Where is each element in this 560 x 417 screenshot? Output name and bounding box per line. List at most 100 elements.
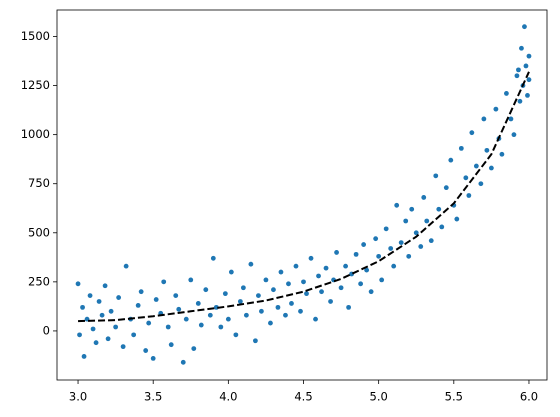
- point: [123, 263, 129, 269]
- point: [484, 147, 490, 153]
- point: [358, 281, 364, 287]
- point: [222, 291, 228, 297]
- point: [439, 224, 445, 230]
- point: [176, 306, 182, 312]
- point: [334, 250, 339, 255]
- point: [469, 130, 475, 136]
- point: [421, 195, 427, 200]
- point: [463, 175, 469, 181]
- point: [168, 342, 174, 348]
- point: [113, 324, 119, 330]
- point: [328, 299, 333, 304]
- point: [108, 308, 114, 314]
- point: [428, 238, 434, 244]
- point: [283, 312, 288, 318]
- point: [207, 312, 213, 318]
- point: [218, 324, 224, 330]
- point: [198, 322, 204, 328]
- point: [90, 326, 96, 332]
- point: [406, 253, 412, 259]
- point: [253, 338, 258, 344]
- point: [93, 340, 99, 346]
- point: [516, 67, 521, 73]
- point: [458, 145, 464, 151]
- point: [523, 63, 529, 69]
- point: [173, 293, 179, 298]
- point: [481, 116, 487, 122]
- x-tick-label: 4.0: [219, 390, 237, 404]
- point: [259, 308, 264, 314]
- point: [293, 263, 299, 269]
- point: [289, 301, 294, 306]
- point: [319, 289, 324, 295]
- point: [75, 281, 81, 287]
- point: [379, 277, 385, 283]
- point: [493, 106, 499, 112]
- point: [271, 287, 276, 293]
- point: [514, 73, 520, 79]
- point: [203, 287, 209, 293]
- point: [373, 236, 379, 242]
- point: [338, 285, 344, 291]
- point: [301, 279, 306, 285]
- point: [131, 332, 137, 338]
- point: [138, 289, 144, 295]
- point: [308, 255, 314, 261]
- point: [120, 344, 126, 350]
- point: [488, 165, 494, 171]
- y-tick-label: 750: [28, 176, 50, 190]
- point: [443, 185, 449, 191]
- point: [286, 281, 291, 287]
- point: [454, 216, 460, 222]
- point: [77, 332, 82, 338]
- point: [436, 206, 442, 212]
- point: [268, 320, 273, 326]
- point: [143, 348, 149, 353]
- point: [228, 269, 234, 275]
- point: [517, 98, 523, 104]
- plot-frame: [56, 9, 548, 381]
- point: [298, 308, 303, 314]
- point: [433, 173, 439, 179]
- point: [383, 226, 389, 232]
- point: [278, 269, 284, 275]
- point: [526, 53, 532, 59]
- point: [165, 324, 171, 330]
- point: [522, 24, 527, 30]
- point: [519, 45, 524, 51]
- y-tick-label: 0: [43, 323, 50, 337]
- point: [403, 218, 409, 224]
- point: [195, 301, 201, 306]
- point: [102, 283, 108, 289]
- point: [424, 218, 430, 224]
- point: [398, 240, 404, 245]
- point: [364, 267, 370, 273]
- point: [473, 163, 479, 169]
- point: [116, 295, 122, 300]
- point: [316, 273, 321, 279]
- y-tick-label: 1250: [21, 78, 50, 92]
- point: [368, 289, 374, 295]
- point: [413, 230, 419, 236]
- point: [448, 157, 454, 163]
- point: [248, 261, 254, 267]
- point: [180, 359, 186, 365]
- point: [263, 277, 269, 283]
- point: [256, 293, 261, 298]
- point: [361, 242, 367, 247]
- point: [150, 356, 156, 361]
- x-tick-label: 6.0: [520, 390, 538, 404]
- y-tick-label: 1000: [21, 127, 50, 141]
- y-tick-label: 250: [28, 274, 50, 288]
- point: [343, 263, 348, 269]
- point: [99, 312, 105, 318]
- point: [466, 193, 472, 198]
- point: [353, 251, 359, 257]
- x-tick-label: 3.0: [69, 390, 87, 404]
- point: [225, 316, 231, 322]
- point: [409, 206, 415, 212]
- point: [237, 299, 243, 304]
- point: [135, 303, 141, 308]
